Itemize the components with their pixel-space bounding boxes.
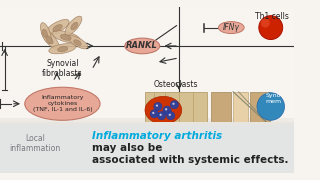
FancyBboxPatch shape <box>0 7 294 118</box>
Ellipse shape <box>46 36 53 44</box>
Text: Osteoclasts: Osteoclasts <box>154 80 198 89</box>
Circle shape <box>154 102 162 111</box>
Circle shape <box>261 18 270 28</box>
Ellipse shape <box>41 23 51 44</box>
Ellipse shape <box>145 96 182 124</box>
Ellipse shape <box>68 36 88 49</box>
Circle shape <box>152 112 154 114</box>
Ellipse shape <box>42 29 47 37</box>
Circle shape <box>163 106 171 114</box>
Ellipse shape <box>45 19 69 36</box>
FancyBboxPatch shape <box>0 118 294 173</box>
FancyBboxPatch shape <box>0 122 294 173</box>
Circle shape <box>165 108 167 110</box>
Ellipse shape <box>42 29 60 50</box>
Text: Synovial
fibroblasts: Synovial fibroblasts <box>42 59 83 78</box>
Circle shape <box>170 101 179 109</box>
Circle shape <box>157 112 166 120</box>
Text: Local
inflammation: Local inflammation <box>9 134 60 154</box>
Ellipse shape <box>25 87 100 120</box>
Text: Th1 cells: Th1 cells <box>255 12 289 21</box>
FancyBboxPatch shape <box>145 92 207 129</box>
Text: Syno
mem: Syno mem <box>266 93 282 104</box>
Ellipse shape <box>71 22 78 30</box>
Circle shape <box>172 103 175 105</box>
Circle shape <box>150 110 158 118</box>
Circle shape <box>167 112 175 120</box>
Ellipse shape <box>219 22 244 33</box>
Text: Inflammatory
cytokines
(TNF, IL-1 and IL-6): Inflammatory cytokines (TNF, IL-1 and IL… <box>33 95 92 112</box>
Text: IFNγ: IFNγ <box>223 23 240 32</box>
Ellipse shape <box>52 31 80 43</box>
Text: Inflammatory arthritis: Inflammatory arthritis <box>92 131 222 141</box>
FancyBboxPatch shape <box>211 92 231 129</box>
Text: may also be
associated with systemic effects.: may also be associated with systemic eff… <box>92 143 288 165</box>
FancyBboxPatch shape <box>0 125 294 173</box>
Ellipse shape <box>74 40 81 46</box>
Ellipse shape <box>65 16 82 35</box>
Ellipse shape <box>53 24 62 31</box>
Ellipse shape <box>49 44 76 54</box>
FancyBboxPatch shape <box>250 92 270 129</box>
Text: RANKL: RANKL <box>126 41 158 50</box>
Ellipse shape <box>257 93 284 120</box>
FancyBboxPatch shape <box>233 92 248 129</box>
Ellipse shape <box>58 46 68 52</box>
Circle shape <box>159 114 162 116</box>
Ellipse shape <box>60 34 71 40</box>
Circle shape <box>169 114 171 116</box>
Ellipse shape <box>125 38 160 54</box>
Circle shape <box>156 105 158 107</box>
Circle shape <box>259 16 283 40</box>
